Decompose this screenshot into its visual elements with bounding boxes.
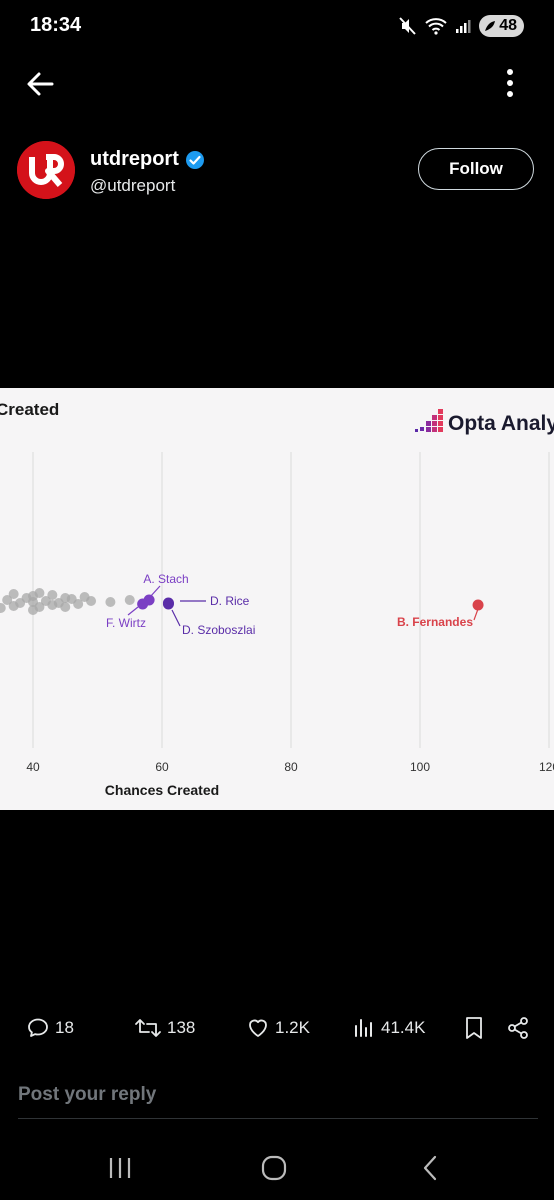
battery-level: 48 <box>499 17 517 34</box>
leader-line <box>171 609 181 627</box>
opta-watermark: Opta Analys <box>448 412 554 435</box>
data-point <box>2 595 13 605</box>
point-label: B. Fernandes <box>397 615 473 629</box>
repost-icon <box>135 1019 161 1037</box>
wifi-icon <box>425 18 447 35</box>
x-tick-label: 40 <box>26 760 40 774</box>
like-count: 1.2K <box>275 1018 310 1037</box>
status-bar: 18:34 48 <box>0 0 554 52</box>
reply-count: 18 <box>55 1018 74 1037</box>
avatar[interactable] <box>17 141 75 199</box>
opta-logo: Opta Analys <box>415 409 554 435</box>
highlighted-point <box>472 599 484 611</box>
data-point <box>86 596 97 606</box>
kebab-menu-icon <box>507 69 513 97</box>
follow-button[interactable]: Follow <box>418 148 534 190</box>
signal-icon <box>456 20 471 33</box>
point-label: D. Rice <box>210 594 250 608</box>
data-point <box>34 602 45 612</box>
verified-badge-icon <box>185 150 204 169</box>
repost-button[interactable]: 138 <box>134 1014 195 1042</box>
back-button[interactable] <box>22 66 58 102</box>
highlighted-point <box>162 598 174 610</box>
reply-placeholder: Post your reply <box>18 1084 157 1105</box>
system-back-button[interactable] <box>410 1148 450 1188</box>
data-point <box>0 603 6 613</box>
x-tick-label: 80 <box>284 760 298 774</box>
status-time: 18:34 <box>30 14 82 36</box>
battery-saver-icon <box>485 21 496 31</box>
home-button[interactable] <box>254 1148 294 1188</box>
data-point <box>47 590 58 600</box>
chart-title: Created <box>0 400 59 419</box>
data-point <box>105 597 116 607</box>
chevron-left-icon <box>423 1155 437 1181</box>
mute-icon <box>399 17 416 35</box>
repost-count: 138 <box>167 1018 196 1037</box>
leader-line <box>127 606 139 616</box>
post-image-chart[interactable]: A. Stach F. Wirtz D. Rice D. Szoboszlai B. F… <box>0 388 554 810</box>
point-label: A. Stach <box>143 572 188 586</box>
data-point <box>124 595 135 605</box>
x-axis-label: Chances Created <box>105 782 219 798</box>
views-count: 41.4K <box>381 1018 426 1037</box>
point-label: F. Wirtz <box>106 616 146 630</box>
x-tick-label: 100 <box>410 760 430 774</box>
arrow-left-icon <box>27 72 54 96</box>
status-icons: 48 <box>399 14 524 38</box>
leader-line <box>473 608 479 621</box>
home-icon <box>261 1155 287 1181</box>
x-tick-label: 120 <box>539 760 554 774</box>
bookmark-button[interactable] <box>462 1014 486 1042</box>
point-label: D. Szoboszlai <box>182 623 255 637</box>
battery-indicator: 48 <box>479 15 524 37</box>
views-button[interactable]: 41.4K <box>352 1014 425 1042</box>
highlighted-point <box>137 598 149 610</box>
reply-button[interactable]: 18 <box>26 1014 74 1042</box>
recent-apps-button[interactable] <box>100 1148 140 1188</box>
utdreport-logo-icon <box>17 141 75 199</box>
heart-icon <box>249 1019 267 1037</box>
bookmark-icon <box>466 1017 482 1039</box>
username[interactable]: utdreport <box>90 148 179 170</box>
share-button[interactable] <box>506 1014 530 1042</box>
data-point <box>34 588 45 598</box>
more-options-button[interactable] <box>496 66 524 102</box>
data-point <box>73 599 84 609</box>
opta-logo-mark-icon <box>415 409 443 432</box>
views-chart-icon <box>355 1019 372 1037</box>
post-author[interactable]: utdreport <box>90 148 205 171</box>
comment-icon <box>28 1018 48 1037</box>
share-icon <box>508 1017 528 1039</box>
data-point <box>8 589 19 599</box>
x-tick-label: 60 <box>155 760 169 774</box>
scatter-chart: A. Stach F. Wirtz D. Rice D. Szoboszlai B. F… <box>0 400 554 798</box>
data-point <box>60 602 71 612</box>
recent-apps-icon <box>109 1158 131 1178</box>
like-button[interactable]: 1.2K <box>246 1014 310 1042</box>
reply-input[interactable]: Post your reply <box>18 1084 538 1119</box>
user-handle[interactable]: @utdreport <box>90 176 176 195</box>
